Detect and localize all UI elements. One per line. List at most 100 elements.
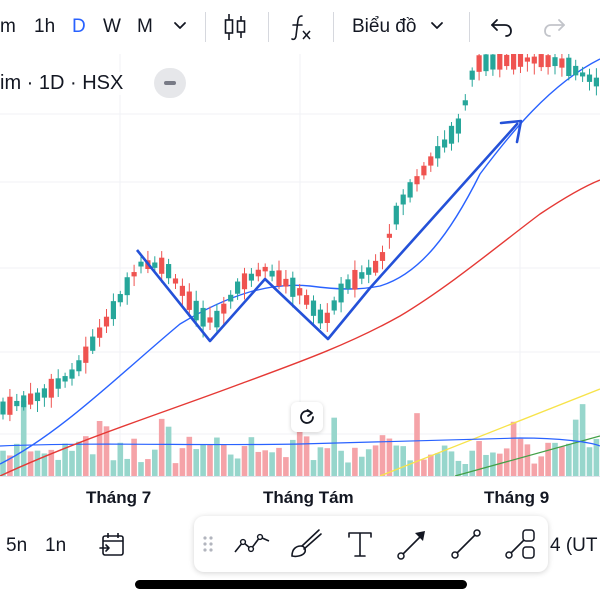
candle-body	[504, 54, 510, 67]
volume-bar	[531, 463, 538, 476]
volume-bar	[421, 459, 427, 476]
interval-minutes[interactable]: m	[0, 16, 16, 37]
chart-style-button[interactable]	[222, 12, 248, 42]
candle-body	[214, 310, 220, 328]
interval-1h[interactable]: 1h	[34, 16, 56, 37]
candle-body	[103, 316, 110, 327]
candle-body	[152, 262, 158, 268]
volume-bar	[117, 442, 124, 476]
chart-type-label[interactable]: Biểu đồ	[352, 16, 417, 37]
reset-chart-button[interactable]	[291, 402, 323, 432]
interval-month[interactable]: M	[137, 16, 153, 37]
candle-body	[580, 72, 586, 77]
volume-bar	[234, 458, 241, 476]
legend-collapse-button[interactable]	[154, 68, 186, 98]
home-indicator	[135, 580, 467, 589]
volume-bar	[545, 442, 551, 476]
candle-body	[407, 182, 413, 198]
volume-bar	[283, 457, 289, 476]
price-chart[interactable]	[0, 54, 600, 476]
line-tool-button[interactable]	[446, 524, 486, 564]
go-to-date-button[interactable]	[98, 530, 128, 560]
candle-body	[0, 401, 6, 415]
interval-week[interactable]: W	[103, 16, 121, 37]
brush-icon	[291, 529, 322, 558]
redo-button[interactable]	[541, 14, 567, 40]
line-tool-icon	[451, 529, 481, 559]
volume-bar	[145, 459, 151, 476]
candlestick-icon	[224, 14, 246, 40]
candle-body	[90, 336, 96, 351]
brush-tool-button[interactable]	[286, 524, 326, 564]
interval-day[interactable]: D	[72, 16, 86, 37]
candle-body	[235, 281, 241, 294]
volume-trendlines	[0, 388, 600, 476]
interval-dropdown[interactable]	[170, 16, 190, 36]
volume-trendline	[454, 435, 600, 476]
candle-body	[62, 376, 68, 382]
volume-bar	[262, 450, 268, 476]
candle-body	[442, 139, 448, 148]
candle-body	[255, 269, 261, 277]
range-1-year[interactable]: 1n	[45, 535, 67, 556]
candle-body	[69, 369, 75, 379]
volume-bar	[490, 452, 496, 476]
toolbar-divider	[469, 12, 470, 42]
x-axis-label: Tháng 9	[484, 488, 550, 507]
x-axis-label: Tháng Tám	[263, 488, 354, 507]
candle-body	[366, 267, 372, 275]
arrow-head	[499, 119, 523, 144]
indicators-button[interactable]	[288, 12, 314, 42]
candle-body	[186, 291, 192, 310]
candle-body	[379, 252, 386, 261]
arrow-tool-button[interactable]	[392, 524, 432, 564]
volume-bar	[566, 443, 572, 476]
panel-drag-handle[interactable]	[198, 524, 218, 564]
pattern-tool-button[interactable]	[232, 524, 272, 564]
candle-body	[573, 65, 579, 76]
user-drawings[interactable]	[135, 119, 523, 343]
range-5-years[interactable]: 5n	[6, 535, 28, 556]
candle-body	[83, 346, 89, 363]
chart-pane[interactable]: im · 1D · HSX Tháng 7 Tháng Tám Tháng 9	[0, 54, 600, 508]
toolbar-divider	[333, 12, 334, 42]
candle-body	[386, 233, 392, 238]
volume-bar	[14, 443, 20, 476]
timezone-label[interactable]: 4 (UT	[550, 535, 598, 556]
volume-bar	[359, 456, 365, 476]
volume-bar	[55, 459, 61, 476]
volume-bar	[400, 446, 406, 476]
chevron-down-icon	[174, 22, 186, 29]
candle-body	[269, 270, 275, 277]
x-axis-label: Tháng 7	[86, 488, 152, 507]
volume-bar	[586, 447, 593, 476]
volume-bar	[331, 417, 337, 476]
volume-bar	[352, 447, 358, 476]
symbol-legend[interactable]: im · 1D · HSX	[0, 72, 128, 95]
chart-type-dropdown[interactable]	[427, 16, 447, 36]
candle-body	[511, 54, 517, 70]
text-tool-button[interactable]	[340, 524, 380, 564]
volume-bar	[207, 444, 213, 476]
candle-body	[566, 57, 572, 76]
volume-bar	[317, 447, 324, 476]
volume-bar	[152, 449, 158, 476]
volume-bar	[593, 438, 600, 476]
candle-body	[373, 260, 379, 273]
volume-bar	[0, 450, 6, 476]
volume-average-line	[0, 437, 600, 447]
volume-bar	[455, 460, 462, 476]
volume-bar	[27, 451, 34, 476]
volume-bar	[579, 404, 586, 476]
shapes-tool-button[interactable]	[500, 524, 540, 564]
volume-bar	[193, 449, 199, 476]
candle-body	[559, 58, 565, 68]
candle-body	[193, 300, 199, 321]
undo-button[interactable]	[489, 14, 515, 40]
candle-body	[207, 317, 213, 323]
candle-body	[586, 74, 593, 82]
candle-body	[331, 300, 337, 311]
candle-body	[290, 277, 296, 297]
pattern-drawing	[135, 122, 519, 343]
candle-body	[400, 194, 406, 205]
